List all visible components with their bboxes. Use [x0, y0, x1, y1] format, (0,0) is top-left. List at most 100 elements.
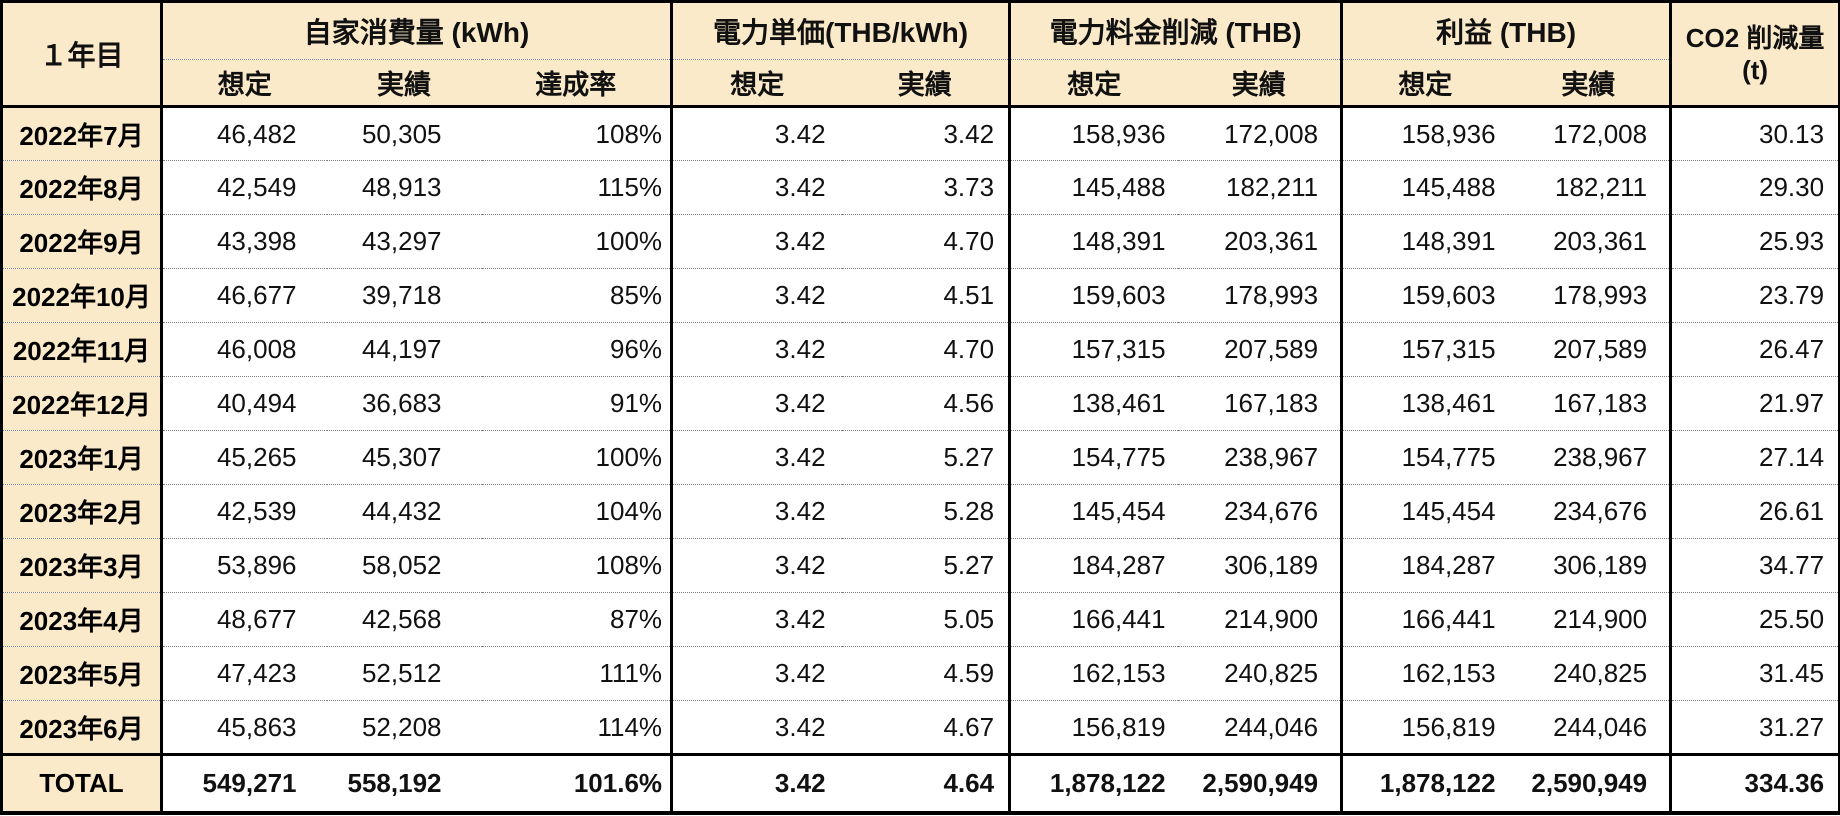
data-cell: 178,993: [1177, 268, 1344, 323]
data-cell: 240,825: [1177, 646, 1344, 701]
data-cell: 4.70: [841, 214, 1012, 269]
table-row: 2022年8月 42,549 48,913 115% 3.42 3.73 145,488 18…: [1, 160, 1840, 215]
data-cell: 30.13: [1670, 106, 1840, 161]
data-cell: 158,936: [1009, 106, 1178, 161]
data-cell: 27.14: [1670, 430, 1840, 485]
data-cell: 58,052: [326, 538, 482, 593]
data-cell: 44,432: [326, 484, 482, 539]
data-cell: 115%: [481, 160, 674, 215]
data-cell: 145,488: [1009, 160, 1178, 215]
data-cell: 47,423: [161, 646, 327, 701]
data-cell: 159,603: [1009, 268, 1178, 323]
data-cell: 3.42: [671, 592, 842, 647]
data-cell: 156,819: [1341, 700, 1508, 755]
month-label-cell: 2022年12月: [1, 376, 163, 431]
table-row: 2023年2月 42,539 44,432 104% 3.42 5.28 145,454 23…: [1, 484, 1840, 539]
year-label-cell: １年目: [1, 1, 163, 108]
header-group-unit-price: 電力単価(THB/kWh): [671, 1, 1012, 60]
data-cell: 3.42: [671, 376, 842, 431]
data-cell: 4.67: [841, 700, 1012, 755]
data-cell: 43,398: [161, 214, 327, 269]
month-label-cell: 2022年8月: [1, 160, 163, 215]
data-cell: 334.36: [1670, 753, 1840, 815]
data-cell: 238,967: [1507, 430, 1673, 485]
data-cell: 306,189: [1177, 538, 1344, 593]
data-cell: 549,271: [161, 753, 327, 815]
data-cell: 43,297: [326, 214, 482, 269]
data-cell: 3.73: [841, 160, 1012, 215]
data-cell: 114%: [481, 700, 674, 755]
data-cell: 203,361: [1177, 214, 1344, 269]
data-cell: 148,391: [1341, 214, 1508, 269]
data-cell: 85%: [481, 268, 674, 323]
data-cell: 48,913: [326, 160, 482, 215]
data-cell: 111%: [481, 646, 674, 701]
data-cell: 100%: [481, 214, 674, 269]
data-cell: 3.42: [671, 538, 842, 593]
header-group-co2-reduction: CO2 削減量 (t): [1669, 1, 1840, 108]
header-group-cost-reduction: 電力料金削減 (THB): [1009, 1, 1344, 60]
data-cell: 184,287: [1341, 538, 1508, 593]
subheader-expected: 想定: [1009, 59, 1178, 108]
data-cell: 138,461: [1341, 376, 1508, 431]
data-cell: 21.97: [1670, 376, 1840, 431]
data-cell: 156,819: [1009, 700, 1178, 755]
data-cell: 162,153: [1341, 646, 1508, 701]
month-label-cell: 2023年4月: [1, 592, 163, 647]
data-cell: 46,482: [161, 106, 327, 161]
month-label-cell: 2023年2月: [1, 484, 163, 539]
table-row: 2022年12月 40,494 36,683 91% 3.42 4.56 138,461 16…: [1, 376, 1840, 431]
month-label-cell: 2023年3月: [1, 538, 163, 593]
data-cell: 3.42: [671, 322, 842, 377]
data-cell: 167,183: [1177, 376, 1344, 431]
data-cell: 52,512: [326, 646, 482, 701]
data-cell: 167,183: [1507, 376, 1673, 431]
data-cell: 104%: [481, 484, 674, 539]
data-cell: 2,590,949: [1507, 753, 1673, 815]
data-cell: 172,008: [1177, 106, 1344, 161]
data-cell: 3.42: [671, 430, 842, 485]
data-cell: 157,315: [1341, 322, 1508, 377]
data-cell: 4.59: [841, 646, 1012, 701]
data-cell: 138,461: [1009, 376, 1178, 431]
data-cell: 148,391: [1009, 214, 1178, 269]
data-cell: 238,967: [1177, 430, 1344, 485]
data-cell: 4.64: [841, 753, 1012, 815]
data-cell: 31.27: [1670, 700, 1840, 755]
table-row: 2022年11月 46,008 44,197 96% 3.42 4.70 157,315 20…: [1, 322, 1840, 377]
data-cell: 34.77: [1670, 538, 1840, 593]
data-cell: 53,896: [161, 538, 327, 593]
table-row: 2023年6月 45,863 52,208 114% 3.42 4.67 156,819 24…: [1, 700, 1840, 755]
data-cell: 5.27: [841, 538, 1012, 593]
data-cell: 45,265: [161, 430, 327, 485]
data-cell: 100%: [481, 430, 674, 485]
data-cell: 184,287: [1009, 538, 1178, 593]
data-cell: 42,568: [326, 592, 482, 647]
table-row: 2022年7月 46,482 50,305 108% 3.42 3.42 158,936 17…: [1, 106, 1840, 161]
data-cell: 5.05: [841, 592, 1012, 647]
data-cell: 1,878,122: [1341, 753, 1508, 815]
month-label-cell: 2023年1月: [1, 430, 163, 485]
data-cell: 159,603: [1341, 268, 1508, 323]
data-cell: 42,549: [161, 160, 327, 215]
month-label-cell: 2023年6月: [1, 700, 163, 755]
data-cell: 31.45: [1670, 646, 1840, 701]
data-cell: 29.30: [1670, 160, 1840, 215]
data-cell: 145,454: [1009, 484, 1178, 539]
data-cell: 3.42: [671, 106, 842, 161]
co2-header-unit: (t): [1742, 55, 1769, 85]
data-cell: 158,936: [1341, 106, 1508, 161]
table-row: 2022年9月 43,398 43,297 100% 3.42 4.70 148,391 20…: [1, 214, 1840, 269]
table-body: 2022年7月 46,482 50,305 108% 3.42 3.42 158,936 17…: [1, 106, 1840, 815]
data-cell: 36,683: [326, 376, 482, 431]
month-label-cell: 2023年5月: [1, 646, 163, 701]
table-row: 2023年1月 45,265 45,307 100% 3.42 5.27 154,775 23…: [1, 430, 1840, 485]
subheader-actual: 実績: [841, 59, 1012, 108]
data-cell: 26.61: [1670, 484, 1840, 539]
month-label-cell: 2022年11月: [1, 322, 163, 377]
subheader-expected: 想定: [1341, 59, 1508, 108]
data-cell: 5.27: [841, 430, 1012, 485]
data-cell: 154,775: [1341, 430, 1508, 485]
data-cell: 50,305: [326, 106, 482, 161]
